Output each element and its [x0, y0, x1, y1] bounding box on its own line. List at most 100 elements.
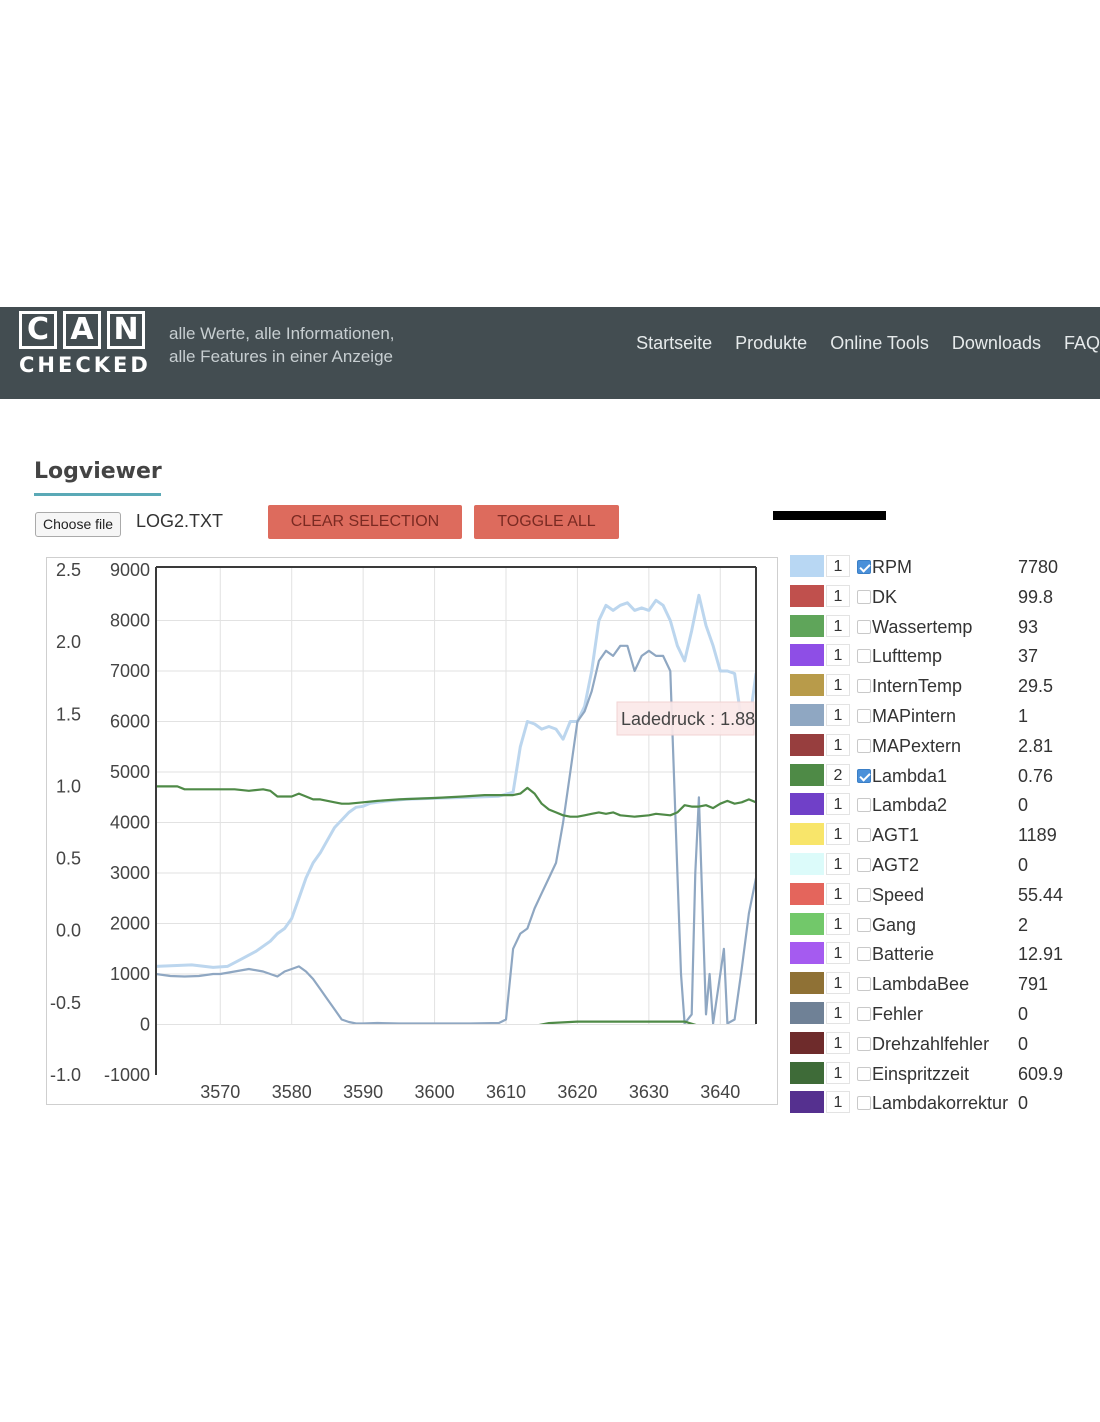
- legend-checkbox[interactable]: [857, 917, 871, 932]
- legend-row[interactable]: 1 MAPextern 2.81: [790, 733, 1100, 760]
- legend-checkbox[interactable]: [857, 709, 871, 723]
- legend-color-swatch: [790, 1091, 824, 1114]
- legend-axis-number[interactable]: 1: [826, 972, 850, 995]
- legend-checkbox[interactable]: [857, 887, 871, 902]
- legend-row[interactable]: 2 Lambda1 0.76: [790, 763, 1100, 790]
- legend-checkbox[interactable]: [857, 619, 871, 634]
- legend-series-value: 0.76: [1018, 765, 1054, 786]
- legend-axis-number[interactable]: 1: [826, 912, 850, 935]
- legend-series-name: Wassertemp: [872, 616, 973, 637]
- legend-checkbox[interactable]: [857, 1007, 871, 1021]
- legend-row[interactable]: 1 Lambdakorrektur 0: [790, 1091, 1100, 1117]
- legend-row[interactable]: 1 Gang 2: [790, 912, 1100, 939]
- tagline-line-2: alle Features in einer Anzeige: [169, 347, 393, 366]
- main-nav: Startseite Produkte Online Tools Downloa…: [636, 333, 1100, 354]
- legend-row[interactable]: 1 Batterie 12.91: [790, 942, 1100, 968]
- legend-row[interactable]: 1 Lambda2 0: [790, 793, 1100, 819]
- legend-series-value: 609.9: [1018, 1063, 1064, 1084]
- legend-checkbox[interactable]: [857, 738, 871, 753]
- legend-row[interactable]: 1 InternTemp 29.5: [790, 674, 1100, 700]
- legend-axis-number[interactable]: 1: [826, 584, 850, 607]
- legend-axis-number[interactable]: 1: [826, 674, 850, 697]
- legend-axis-number[interactable]: 1: [826, 733, 850, 756]
- legend-axis-number[interactable]: 1: [826, 1061, 850, 1084]
- legend-series-value: 99.8: [1018, 586, 1054, 607]
- legend-checkbox[interactable]: [857, 768, 871, 783]
- legend-axis-number[interactable]: 1: [826, 704, 850, 726]
- legend-checkbox[interactable]: [857, 798, 871, 813]
- legend-series-value: 2.81: [1018, 735, 1054, 756]
- legend-series-name: Gang: [872, 914, 917, 935]
- legend-checkbox[interactable]: [857, 560, 871, 574]
- legend-color-swatch: [790, 882, 824, 905]
- legend-row[interactable]: 1 Fehler 0: [790, 1002, 1100, 1028]
- legend-axis-number[interactable]: 1: [826, 614, 850, 637]
- clear-selection-button[interactable]: CLEAR SELECTION: [268, 505, 462, 539]
- legend-row[interactable]: 1 DK 99.8: [790, 584, 1100, 611]
- legend-checkbox[interactable]: [857, 679, 871, 694]
- legend-row[interactable]: 1 Einspritzzeit 609.9: [790, 1061, 1100, 1088]
- legend-series-value: 37: [1018, 646, 1039, 667]
- logo-wordmark: CHECKED: [19, 353, 151, 377]
- chart-frame: [46, 557, 778, 1105]
- legend-color-swatch: [790, 912, 824, 935]
- legend-row[interactable]: 1 Speed 55.44: [790, 882, 1100, 909]
- nav-produkte[interactable]: Produkte: [735, 333, 808, 353]
- legend-row[interactable]: 1 AGT2 0: [790, 853, 1100, 879]
- page-title: Logviewer: [34, 459, 162, 484]
- legend-series-value: 791: [1018, 974, 1049, 995]
- legend-row[interactable]: 1 MAPintern 1: [790, 704, 1100, 730]
- legend-series-value: 0: [1018, 1033, 1029, 1054]
- legend-series-name: Fehler: [872, 1004, 924, 1024]
- choose-file-button[interactable]: Choose file: [35, 512, 122, 537]
- legend-axis-number[interactable]: 1: [826, 793, 850, 816]
- legend-checkbox[interactable]: [857, 589, 871, 604]
- legend-series-name: MAPintern: [872, 706, 957, 726]
- nav-startseite[interactable]: Startseite: [636, 333, 713, 353]
- legend-series-value: 0: [1018, 795, 1029, 816]
- legend-series-value: 0: [1018, 1093, 1029, 1114]
- legend-series-value: 93: [1018, 616, 1039, 637]
- nav-online-tools[interactable]: Online Tools: [830, 333, 929, 353]
- legend-axis-number[interactable]: 1: [826, 853, 850, 875]
- legend-axis-number[interactable]: 1: [826, 1002, 850, 1024]
- legend-row[interactable]: 1 AGT1 1189: [790, 823, 1100, 849]
- legend-row[interactable]: 1 RPM 7780: [790, 555, 1100, 581]
- legend-row[interactable]: 1 LambdaBee 791: [790, 972, 1100, 998]
- legend-series-name: DK: [872, 586, 898, 607]
- legend-axis-number[interactable]: 1: [826, 555, 850, 577]
- legend-color-swatch: [790, 763, 824, 786]
- legend-series-name: AGT2: [872, 855, 920, 875]
- legend-checkbox[interactable]: [857, 828, 871, 843]
- legend-series-name: Lambdakorrektur: [872, 1093, 1009, 1114]
- legend-color-swatch: [790, 1031, 824, 1054]
- can-checked-logo[interactable]: C A N CHECKED: [19, 311, 153, 377]
- legend-checkbox[interactable]: [857, 977, 871, 992]
- legend-checkbox[interactable]: [857, 1096, 871, 1111]
- legend-axis-number[interactable]: 1: [826, 1031, 850, 1054]
- legend-color-swatch: [790, 674, 824, 697]
- legend-axis-number[interactable]: 1: [826, 644, 850, 667]
- legend-axis-number[interactable]: 2: [826, 763, 850, 786]
- legend-row[interactable]: 1 Drehzahlfehler 0: [790, 1031, 1100, 1058]
- nav-downloads[interactable]: Downloads: [951, 333, 1041, 353]
- logo-letter: A: [63, 311, 101, 349]
- legend-row[interactable]: 1 Wassertemp 93: [790, 614, 1100, 641]
- legend-axis-number[interactable]: 1: [826, 1091, 850, 1114]
- legend-series-value: 1189: [1018, 825, 1057, 846]
- legend-series-value: 0: [1018, 1004, 1029, 1024]
- legend-checkbox[interactable]: [857, 947, 871, 962]
- legend-checkbox[interactable]: [857, 649, 871, 664]
- legend-checkbox[interactable]: [857, 1066, 871, 1081]
- legend-series-name: Lambda2: [872, 795, 948, 816]
- nav-faq[interactable]: FAQ: [1063, 333, 1100, 353]
- legend-row[interactable]: 1 Lufttemp 37: [790, 644, 1100, 670]
- legend-axis-number[interactable]: 1: [826, 882, 850, 905]
- legend-checkbox[interactable]: [857, 858, 871, 872]
- toggle-all-button[interactable]: TOGGLE ALL: [474, 505, 619, 539]
- legend-checkbox[interactable]: [857, 1036, 871, 1051]
- legend-series-name: RPM: [872, 557, 912, 577]
- legend-axis-number[interactable]: 1: [826, 823, 850, 846]
- logo-letters: C A N: [19, 311, 153, 349]
- legend-axis-number[interactable]: 1: [826, 942, 850, 965]
